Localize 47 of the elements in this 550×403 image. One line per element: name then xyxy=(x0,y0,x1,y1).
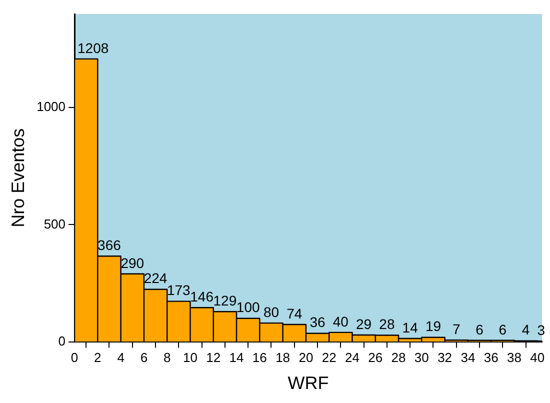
y-tick-label: 1000 xyxy=(36,99,66,114)
x-tick-label: 32 xyxy=(438,350,452,366)
x-tick-label: 30 xyxy=(414,350,429,366)
x-tick-label: 14 xyxy=(229,350,244,366)
data-label: 7 xyxy=(452,321,460,338)
x-tick-label: 16 xyxy=(252,350,267,366)
x-tick-label: 22 xyxy=(322,350,336,366)
x-tick-label: 28 xyxy=(391,350,406,366)
x-tick-label: 38 xyxy=(506,350,522,366)
y-axis-title: Nro Eventos xyxy=(8,128,28,228)
data-label: 4 xyxy=(522,322,530,338)
data-label: 1208 xyxy=(78,40,109,56)
data-label: 3 xyxy=(537,322,546,338)
data-label: 224 xyxy=(144,270,168,286)
x-tick-label: 40 xyxy=(530,350,545,366)
x-axis-title: WRF xyxy=(288,373,329,394)
data-label: 19 xyxy=(425,318,442,334)
x-tick-label: 34 xyxy=(460,350,476,366)
data-label: 80 xyxy=(263,304,280,320)
x-tick-label: 18 xyxy=(276,350,290,366)
data-label: 129 xyxy=(213,292,237,308)
x-tick-label: 0 xyxy=(70,350,78,366)
data-label: 100 xyxy=(236,299,260,316)
data-label: 28 xyxy=(379,316,395,332)
data-label: 36 xyxy=(310,314,326,330)
x-tick-label: 12 xyxy=(206,350,221,366)
y-tick-label: 500 xyxy=(44,216,66,232)
x-tick-label: 36 xyxy=(484,350,498,366)
x-tick-label: 20 xyxy=(298,350,314,366)
data-label: 14 xyxy=(402,319,418,336)
data-label: 366 xyxy=(98,236,122,253)
data-label: 146 xyxy=(190,288,214,304)
data-label: 173 xyxy=(166,282,191,298)
y-tick-label: 0 xyxy=(58,333,66,348)
x-tick-label: 10 xyxy=(183,350,198,366)
x-tick-label: 4 xyxy=(117,350,124,366)
x-tick-label: 6 xyxy=(140,350,148,366)
x-tick-label: 8 xyxy=(163,350,171,366)
x-tick-label: 2 xyxy=(94,350,102,366)
x-tick-label: 26 xyxy=(368,350,383,366)
data-label: 29 xyxy=(356,316,372,332)
data-label: 290 xyxy=(120,254,144,271)
data-label: 74 xyxy=(286,305,302,322)
data-label: 6 xyxy=(476,321,484,338)
data-label: 6 xyxy=(498,321,507,338)
data-label: 40 xyxy=(332,313,349,330)
x-tick-label: 24 xyxy=(344,350,360,366)
